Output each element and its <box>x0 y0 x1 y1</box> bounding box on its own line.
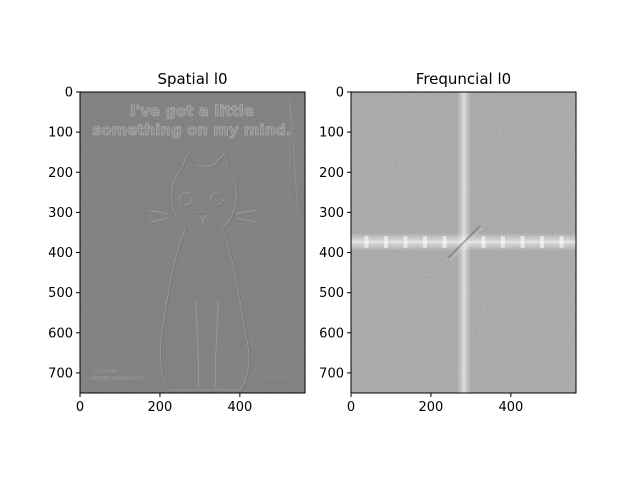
caption-line-1: I've got a little <box>130 102 254 120</box>
watermark-line-1: I-CAN-HAS <box>92 369 118 375</box>
spatial-axes-frame <box>79 91 306 394</box>
frequency-title: Frequncial l0 <box>416 70 511 88</box>
frequency-panel: Frequncial l0 0 200 400 0 100 200 300 400 500 600… <box>319 70 577 416</box>
frequency-harmonic-spot <box>384 236 388 248</box>
spatial-x-tick-label: 400 <box>227 400 252 415</box>
frequency-y-tick-label: 300 <box>319 206 344 221</box>
frequency-x-tick-label: 200 <box>419 400 444 415</box>
spatial-x-tick-label: 0 <box>76 400 84 415</box>
frequency-y-tick-label: 100 <box>319 126 344 141</box>
spatial-title: Spatial l0 <box>157 70 227 88</box>
frequency-x-tick-label: 400 <box>498 400 523 415</box>
frequency-y-tick-label: 600 <box>319 326 344 341</box>
caption-line-2: something on my mind. <box>92 121 291 139</box>
cat-emboss <box>149 153 257 391</box>
frequency-harmonic-spot <box>540 236 544 248</box>
frequency-harmonic-spot <box>559 236 564 248</box>
watermark-line-2: CHEEZBURGER? 2007 <box>89 376 144 382</box>
spatial-y-tick-label: 400 <box>48 246 73 261</box>
frequency-harmonic-spot <box>501 236 505 248</box>
spatial-y-tick-label: 200 <box>48 166 73 181</box>
spatial-x-tick-label: 200 <box>148 400 173 415</box>
frequency-x-tick-label: 0 <box>347 400 355 415</box>
frequency-harmonic-spot <box>364 236 369 248</box>
frequency-harmonics <box>364 236 564 248</box>
frequency-harmonic-spot <box>520 236 525 248</box>
spatial-y-tick-label: 300 <box>48 206 73 221</box>
frequency-harmonic-spot <box>423 236 427 248</box>
frequency-y-tick-label: 400 <box>319 246 344 261</box>
spatial-ticks: 0 200 400 0 100 200 300 400 500 600 700 <box>48 86 252 416</box>
frequency-axes-frame <box>350 91 577 394</box>
spatial-y-tick-label: 0 <box>65 86 73 101</box>
frequency-harmonic-spot <box>481 236 486 248</box>
spatial-y-tick-label: 700 <box>48 366 73 381</box>
frequency-image <box>351 92 576 393</box>
frequency-y-tick-label: 0 <box>336 86 344 101</box>
spatial-y-tick-label: 500 <box>48 286 73 301</box>
spatial-image: I've got a little something on my mind. … <box>80 92 305 393</box>
spatial-y-tick-label: 600 <box>48 326 73 341</box>
spatial-panel: Spatial l0 <box>48 70 306 416</box>
frequency-y-tick-label: 200 <box>319 166 344 181</box>
frequency-ticks: 0 200 400 0 100 200 300 400 500 600 700 <box>319 86 523 416</box>
frequency-harmonic-spot <box>403 236 408 248</box>
spatial-y-tick-label: 100 <box>48 126 73 141</box>
frequency-y-tick-label: 500 <box>319 286 344 301</box>
frequency-y-tick-label: 700 <box>319 366 344 381</box>
frequency-harmonic-spot <box>442 236 447 248</box>
